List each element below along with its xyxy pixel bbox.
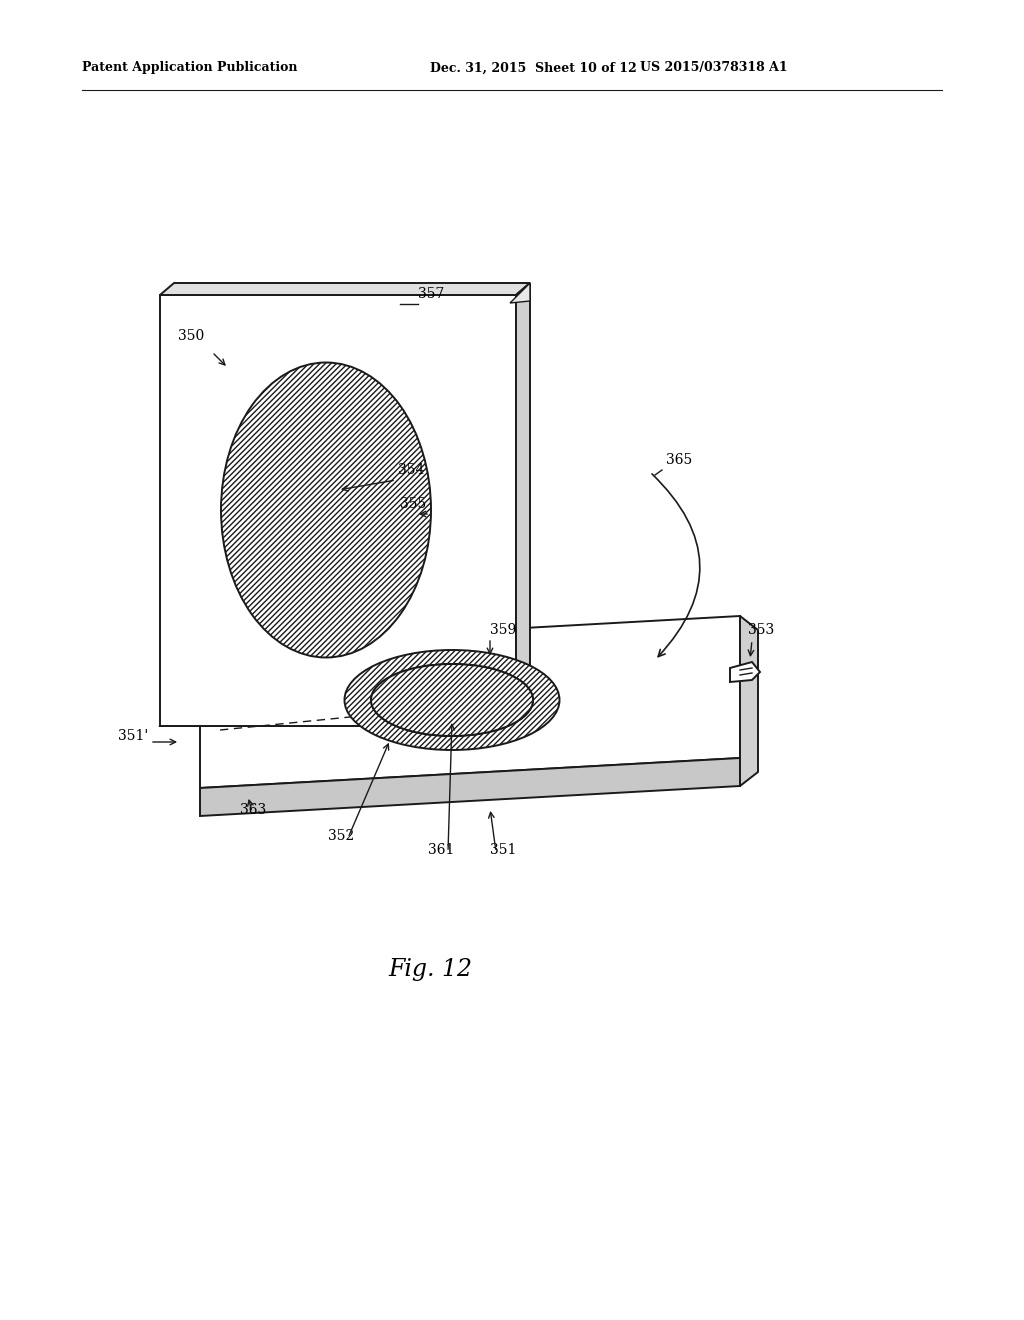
Text: 354: 354 [398,463,424,477]
Ellipse shape [371,664,534,737]
Text: 353: 353 [748,623,774,638]
Polygon shape [740,616,758,785]
Polygon shape [160,294,516,726]
Polygon shape [510,282,530,304]
Text: 361: 361 [428,843,455,857]
Ellipse shape [344,649,559,750]
Polygon shape [200,616,740,788]
Ellipse shape [221,363,431,657]
Ellipse shape [344,649,559,750]
Text: 352: 352 [328,829,354,843]
Polygon shape [160,282,530,294]
Polygon shape [160,645,516,726]
Ellipse shape [371,664,534,737]
Text: US 2015/0378318 A1: US 2015/0378318 A1 [640,62,787,74]
Text: Fig. 12: Fig. 12 [388,958,472,981]
FancyArrowPatch shape [652,474,699,656]
Text: 355: 355 [400,498,426,511]
Polygon shape [516,282,530,726]
Text: Dec. 31, 2015  Sheet 10 of 12: Dec. 31, 2015 Sheet 10 of 12 [430,62,637,74]
Ellipse shape [221,363,431,657]
Polygon shape [200,758,740,816]
Text: 357: 357 [418,286,444,301]
Text: 365: 365 [666,453,692,467]
Text: 351': 351' [118,729,148,743]
Text: 363: 363 [240,803,266,817]
Text: Patent Application Publication: Patent Application Publication [82,62,298,74]
Text: 359: 359 [490,623,516,638]
Text: 351: 351 [490,843,516,857]
Text: 350: 350 [178,329,204,343]
Polygon shape [730,663,760,682]
